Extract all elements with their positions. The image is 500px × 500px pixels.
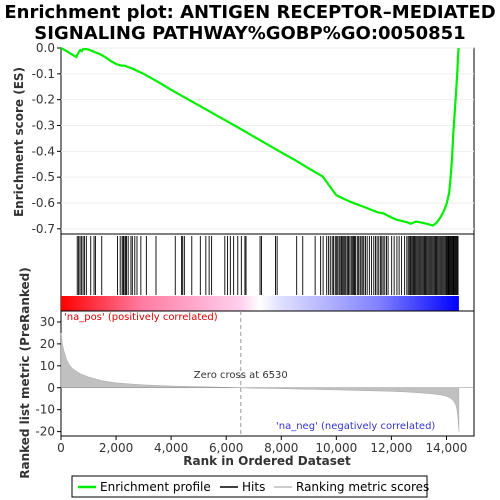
neg-correlated-label: 'na_neg' (negatively correlated) bbox=[276, 421, 435, 432]
metric-ytick-label: 0 bbox=[47, 381, 55, 395]
metric-ytick-label: 10 bbox=[40, 359, 55, 373]
legend-label-enrichment: Enrichment profile bbox=[100, 480, 211, 494]
es-ytick-label: -0.3 bbox=[32, 119, 55, 133]
x-axis-label: Rank in Ordered Dataset bbox=[183, 454, 351, 468]
x-tick-label: 10,000 bbox=[315, 441, 357, 455]
es-panel: 0.0 -0.1 -0.2 -0.3 -0.4 -0.5 -0.6 -0.7 Enrichme… bbox=[12, 41, 474, 236]
legend: Enrichment profile Hits Ranking metric s… bbox=[72, 476, 429, 497]
es-ylabel: Enrichment score (ES) bbox=[12, 67, 26, 217]
x-tick-label: 14,000 bbox=[425, 441, 467, 455]
metric-ytick-label: 30 bbox=[40, 315, 55, 329]
es-ytick-label: -0.2 bbox=[32, 93, 55, 107]
es-ytick-label: -0.7 bbox=[32, 222, 55, 236]
es-panel-frame bbox=[61, 48, 474, 234]
es-ytick-label: -0.4 bbox=[32, 144, 55, 158]
x-tick-label: 8,000 bbox=[264, 441, 298, 455]
legend-label-hits: Hits bbox=[242, 480, 265, 494]
x-tick-label: 2,000 bbox=[99, 441, 133, 455]
rank-color-bar bbox=[61, 296, 459, 311]
x-tick-label: 4,000 bbox=[154, 441, 188, 455]
metric-ytick-label: -20 bbox=[35, 425, 55, 439]
es-ytick-label: -0.5 bbox=[32, 170, 55, 184]
x-tick-label: 6,000 bbox=[209, 441, 243, 455]
metric-ytick-label: -10 bbox=[35, 403, 55, 417]
x-tick-label: 12,000 bbox=[370, 441, 412, 455]
metric-ytick-label: 20 bbox=[40, 337, 55, 351]
metric-ylabel: Ranked list metric (PreRanked) bbox=[18, 267, 32, 479]
x-tick-label: 0 bbox=[57, 441, 65, 455]
legend-label-metric: Ranking metric scores bbox=[296, 480, 429, 494]
pos-correlated-label: 'na_pos' (positively correlated) bbox=[64, 312, 218, 323]
es-ytick-label: -0.6 bbox=[32, 196, 55, 210]
x-axis: 0 2,000 4,000 6,000 8,000 10,000 12,000 14,000 bbox=[57, 436, 467, 455]
chart-title-line1: Enrichment plot: ANTIGEN RECEPTOR–MEDIAT… bbox=[4, 2, 495, 23]
es-ytick-label: 0.0 bbox=[36, 41, 55, 55]
zero-cross-label: Zero cross at 6530 bbox=[194, 370, 288, 381]
es-ytick-label: -0.1 bbox=[32, 67, 55, 81]
chart-title-line2: SIGNALING PATHWAY%GOBP%GO:0050851 bbox=[34, 23, 465, 44]
hits-panel bbox=[61, 234, 474, 311]
